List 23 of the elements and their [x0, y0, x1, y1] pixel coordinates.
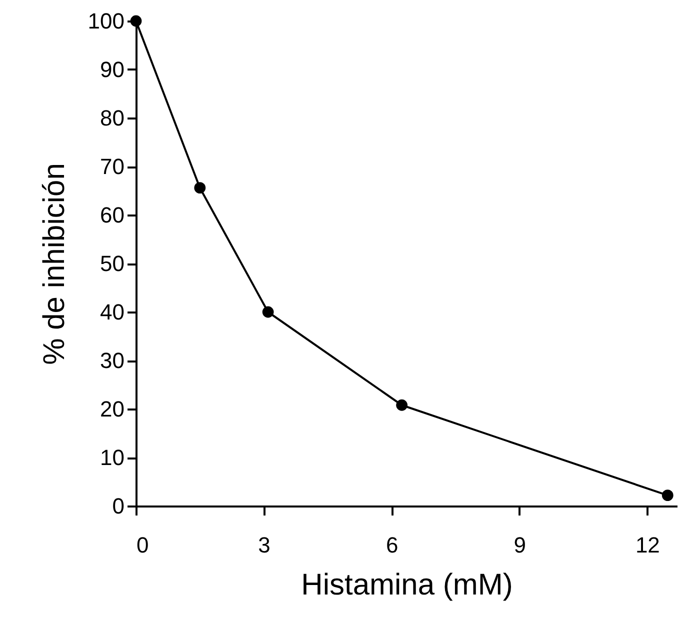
point: [396, 399, 408, 411]
y-tick-label: 40: [100, 300, 124, 324]
y-tick-label: 20: [100, 396, 124, 422]
y-axis-title: % de inhibición: [38, 163, 71, 365]
y-tick-label: 60: [100, 202, 124, 228]
point: [662, 490, 674, 502]
point: [130, 15, 142, 27]
y-tick-label: 100: [88, 8, 124, 34]
y-tick-label: 0: [112, 494, 124, 518]
x-tick-label: 6: [386, 532, 398, 558]
point: [262, 306, 274, 318]
x-tick-label: 12: [635, 532, 660, 558]
x-tick-label: 0: [136, 532, 149, 558]
point: [194, 182, 206, 194]
y-tick-label: 30: [100, 348, 124, 373]
y-tick-label: 10: [100, 445, 124, 470]
x-tick-label: 9: [514, 532, 526, 558]
y-tick-label: 80: [100, 106, 124, 130]
x-tick-label: 3: [258, 532, 270, 558]
y-tick-label: 90: [100, 57, 124, 82]
y-tick-label: 70: [100, 154, 124, 179]
y-tick-label: 50: [100, 251, 124, 276]
x-axis-title: Histamina (mM): [301, 568, 513, 602]
